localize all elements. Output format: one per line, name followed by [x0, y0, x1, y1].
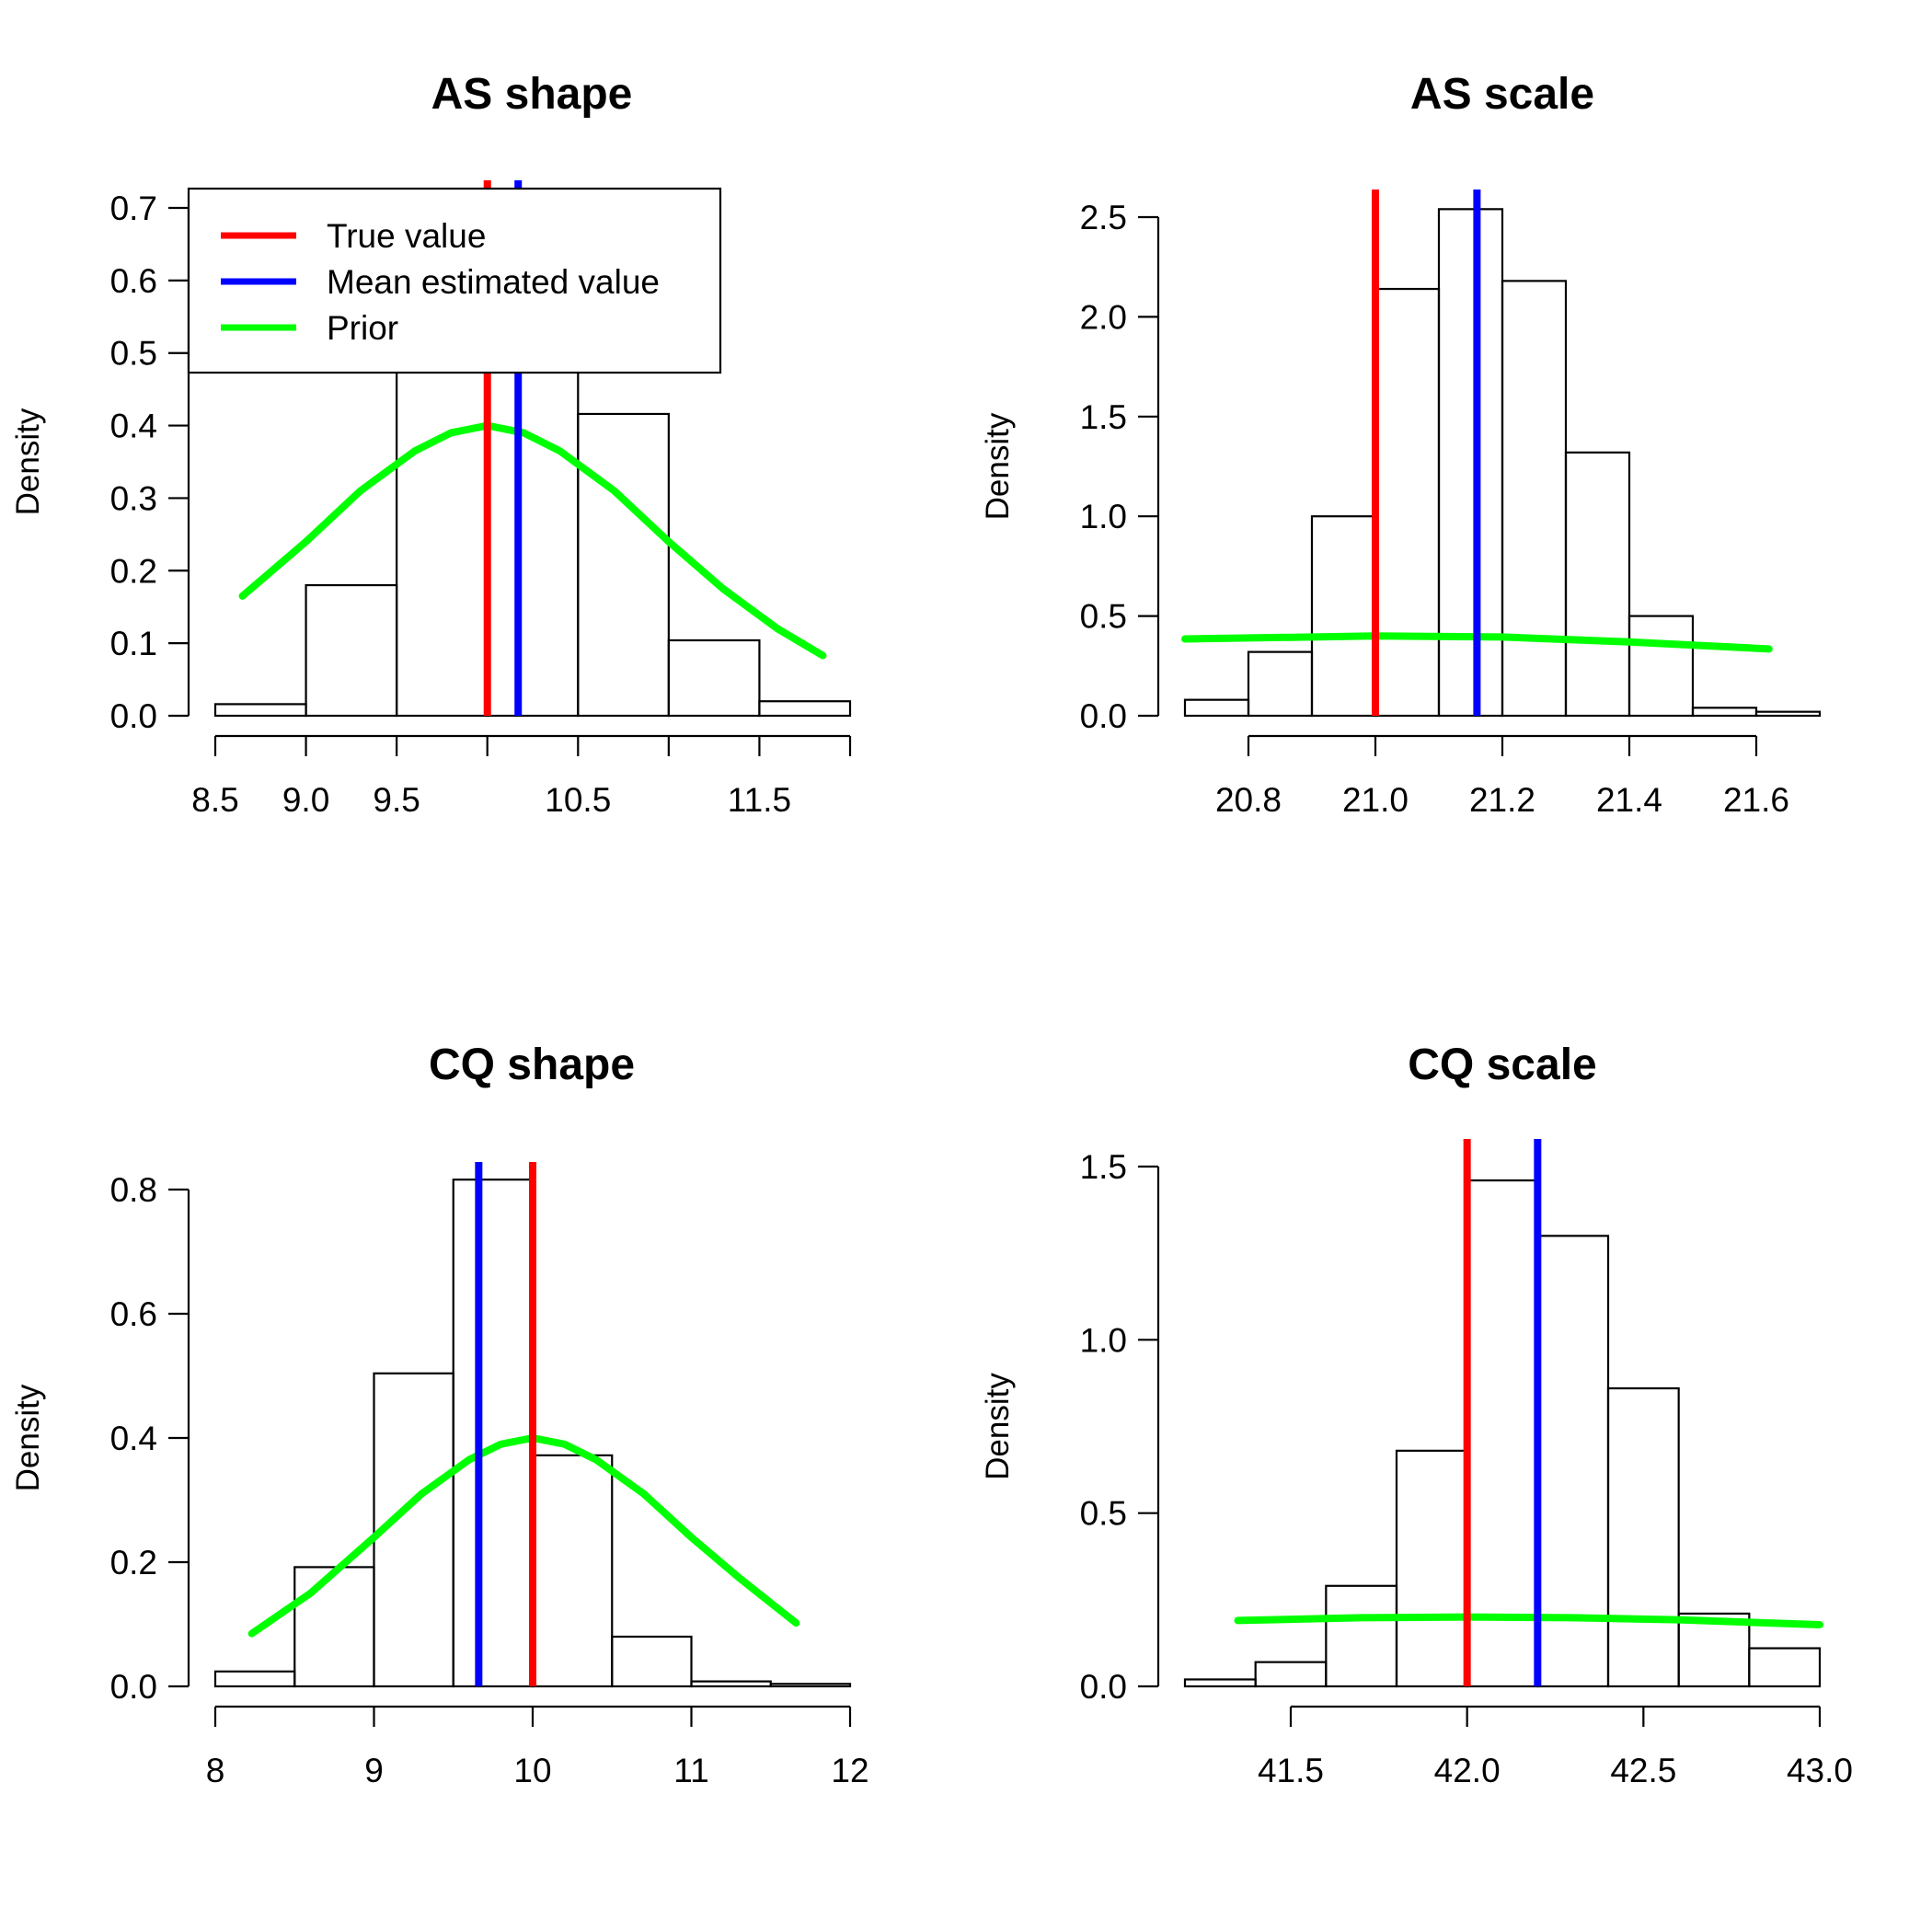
- x-tick-label: 41.5: [1258, 1752, 1324, 1789]
- x-tick-label: 21.4: [1596, 781, 1662, 819]
- y-tick-label: 0.1: [110, 625, 157, 662]
- histogram-bar: [1564, 451, 1631, 718]
- histogram-bar: [531, 1454, 614, 1688]
- x-tick-label: 21.0: [1342, 781, 1409, 819]
- y-tick-label: 1.0: [1080, 498, 1127, 535]
- x-tick-label: 10.5: [545, 781, 611, 819]
- x-tick-label: 8.5: [191, 781, 238, 819]
- prior-curve: [1234, 1613, 1823, 1628]
- x-tick-label: 9.5: [373, 781, 420, 819]
- x-tick-label: 42.0: [1434, 1752, 1501, 1789]
- y-axis: 0.0 0.1 0.2 0.3 0.4 0.5 0.6 0.7: [110, 190, 190, 735]
- legend-label: Mean estimated value: [327, 263, 660, 301]
- histogram-bar: [1748, 1647, 1822, 1688]
- y-tick-label: 0.4: [110, 408, 157, 445]
- y-tick-label: 0.2: [110, 1544, 157, 1581]
- x-tick-label: 43.0: [1787, 1752, 1853, 1789]
- y-tick-label: 1.5: [1080, 398, 1127, 436]
- legend: True value Mean estimated value Prior: [187, 187, 722, 374]
- y-tick-label: 0.5: [1080, 598, 1127, 636]
- panel-3: CQ shape Density 0.0 0.2 0.4 0.6 0.8 8 9 10 11 12: [10, 1041, 869, 1789]
- histogram-bar: [1627, 615, 1695, 718]
- y-tick-label: 0.7: [110, 190, 157, 227]
- y-tick-label: 1.0: [1080, 1321, 1127, 1359]
- chart-title: CQ scale: [1408, 1041, 1596, 1089]
- histogram-bar: [1310, 515, 1377, 718]
- y-axis: 0.0 0.2 0.4 0.6 0.8: [110, 1171, 190, 1706]
- chart-title: AS scale: [1410, 70, 1594, 119]
- chart-title: AS shape: [431, 70, 633, 119]
- x-tick-label: 8: [206, 1752, 225, 1789]
- histogram-bar: [577, 412, 670, 718]
- histogram-bar: [1183, 698, 1250, 718]
- y-tick-label: 0.8: [110, 1171, 157, 1209]
- y-tick-label: 0.4: [110, 1420, 157, 1457]
- chart-title: CQ shape: [429, 1041, 635, 1089]
- histogram-bar: [293, 1566, 375, 1688]
- y-axis-label: Density: [10, 1384, 46, 1491]
- y-axis-label: Density: [980, 1373, 1016, 1480]
- histogram-bar: [1691, 707, 1758, 718]
- x-tick-label: 21.6: [1723, 781, 1789, 819]
- y-axis-label: Density: [980, 412, 1016, 520]
- panel-2: AS scale Density 0.0 0.5 1.0 1.5 2.0 2.5 20.8 21.…: [980, 70, 1822, 819]
- y-tick-label: 0.0: [110, 1668, 157, 1706]
- y-tick-label: 0.5: [1080, 1495, 1127, 1533]
- histogram-bar: [1325, 1584, 1398, 1688]
- prior-curve: [238, 421, 827, 660]
- x-axis: 8.5 9.0 9.5 10.5 11.5: [191, 734, 852, 819]
- y-axis-label: Density: [10, 408, 46, 515]
- prior-curve: [1181, 632, 1773, 653]
- histogram-bar: [1754, 710, 1822, 718]
- histogram-bar: [611, 1635, 693, 1688]
- histogram-bar: [452, 1179, 535, 1688]
- histogram-bar: [758, 700, 852, 718]
- histogram-bar: [1501, 280, 1568, 718]
- histogram-bar: [1395, 1449, 1468, 1688]
- histogram-bar: [1183, 1678, 1257, 1688]
- y-tick-label: 0.6: [110, 1295, 157, 1333]
- histogram-bar: [1466, 1179, 1539, 1688]
- histogram-bar: [769, 1683, 852, 1688]
- histogram-bar: [690, 1680, 772, 1688]
- x-tick-label: 10: [513, 1752, 551, 1789]
- y-tick-label: 0.5: [110, 335, 157, 373]
- x-tick-label: 11: [673, 1752, 708, 1789]
- x-tick-label: 21.2: [1469, 781, 1535, 819]
- y-tick-label: 2.5: [1080, 199, 1127, 236]
- histogram-bar: [213, 1670, 296, 1688]
- histogram-bar: [1254, 1661, 1328, 1688]
- y-axis: 0.0 0.5 1.0 1.5: [1080, 1148, 1160, 1706]
- histogram-bar: [1247, 650, 1314, 718]
- y-axis: 0.0 0.5 1.0 1.5 2.0 2.5: [1080, 199, 1160, 735]
- y-tick-label: 1.5: [1080, 1148, 1127, 1186]
- y-tick-label: 0.2: [110, 552, 157, 590]
- legend-label: Prior: [327, 309, 398, 347]
- x-axis: 8 9 10 11 12: [206, 1705, 869, 1789]
- y-tick-label: 0.3: [110, 479, 157, 517]
- legend-label: True value: [327, 217, 486, 255]
- x-tick-label: 9: [364, 1752, 384, 1789]
- x-tick-label: 12: [831, 1752, 868, 1789]
- x-tick-label: 42.5: [1610, 1752, 1676, 1789]
- histogram-bar: [213, 703, 307, 718]
- x-tick-label: 20.8: [1215, 781, 1282, 819]
- y-tick-label: 0.0: [1080, 697, 1127, 735]
- histogram-bar: [1374, 287, 1441, 718]
- x-tick-label: 11.5: [728, 781, 791, 819]
- histogram-bar: [667, 638, 761, 718]
- histogram-bar: [1606, 1386, 1680, 1688]
- x-axis: 41.5 42.0 42.5 43.0: [1258, 1705, 1853, 1789]
- y-tick-label: 0.0: [110, 697, 157, 735]
- histogram-bar: [305, 583, 398, 718]
- y-tick-label: 2.0: [1080, 298, 1127, 336]
- y-tick-label: 0.6: [110, 262, 157, 300]
- panel-1: AS shape Density 0.0 0.1 0.2 0.3 0.4 0.5 0.6 0.7 8…: [10, 70, 852, 819]
- y-tick-label: 0.0: [1080, 1668, 1127, 1706]
- prior-curve: [247, 1434, 800, 1638]
- x-tick-label: 9.0: [282, 781, 329, 819]
- x-axis: 20.8 21.0 21.2 21.4 21.6: [1215, 734, 1789, 819]
